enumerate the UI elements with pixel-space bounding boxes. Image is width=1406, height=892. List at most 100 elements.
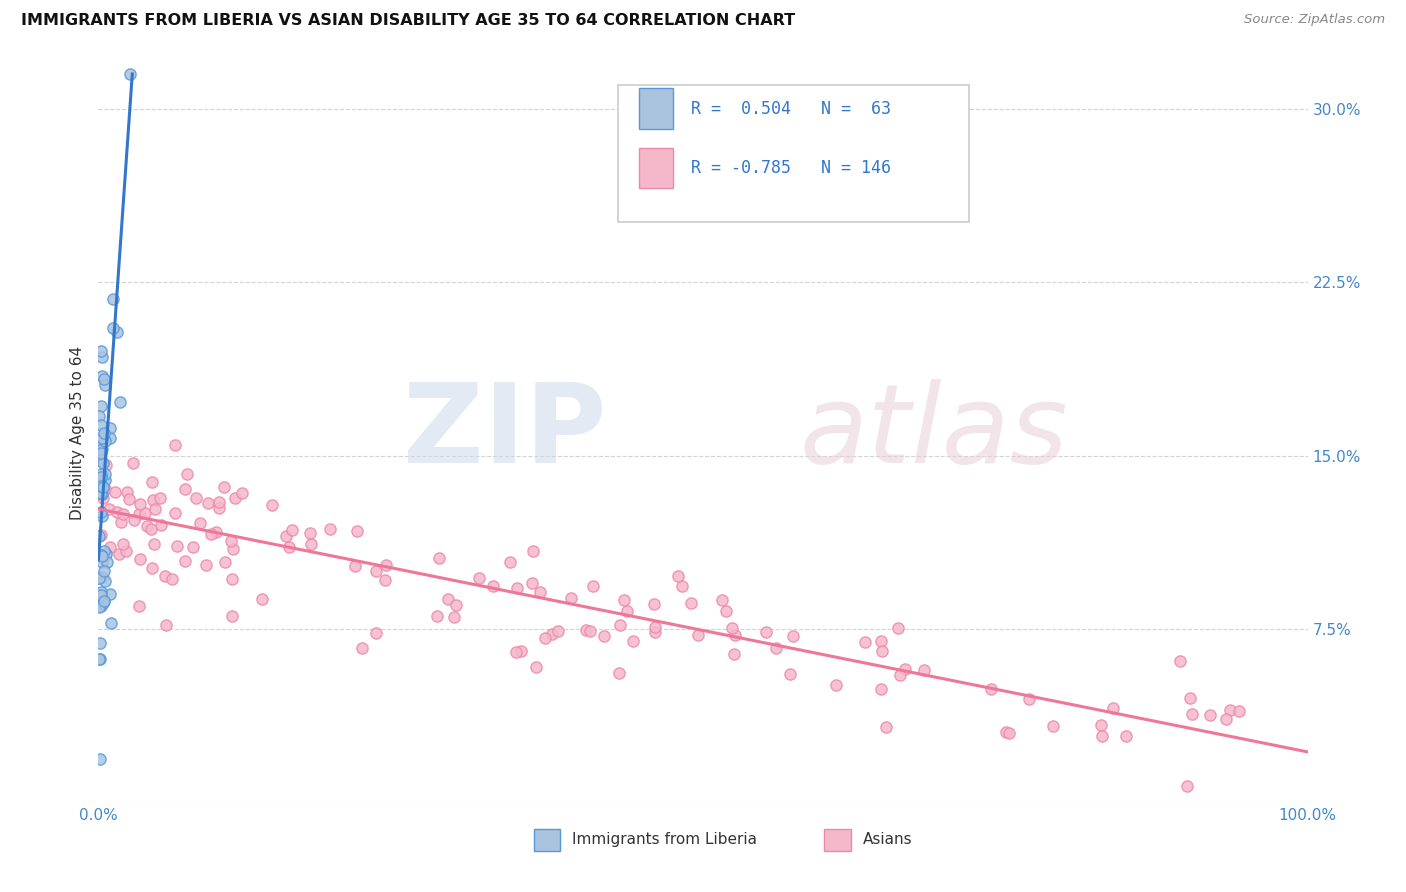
Point xyxy=(534,631,557,645)
Point xyxy=(444,599,467,613)
Y-axis label: Disability Age 35 to 64: Disability Age 35 to 64 xyxy=(70,345,86,520)
Point xyxy=(221,608,243,623)
Point xyxy=(468,571,491,585)
Point xyxy=(711,593,734,607)
Point xyxy=(200,527,222,541)
Point xyxy=(889,667,911,681)
Point xyxy=(87,484,110,499)
Point xyxy=(1227,704,1250,718)
Point xyxy=(91,368,114,383)
Point xyxy=(1168,654,1191,668)
Point xyxy=(186,491,208,505)
Point xyxy=(90,467,112,481)
Point xyxy=(724,628,747,642)
Point xyxy=(105,325,128,339)
Text: ZIP: ZIP xyxy=(404,379,606,486)
Point xyxy=(90,599,112,613)
Point xyxy=(529,585,551,599)
Point xyxy=(666,568,689,582)
Point xyxy=(89,438,111,452)
Point xyxy=(221,573,243,587)
Point xyxy=(560,591,582,606)
Point xyxy=(97,501,120,516)
Point xyxy=(224,491,246,505)
Point xyxy=(134,506,156,520)
Point xyxy=(779,667,801,681)
Point xyxy=(1215,712,1237,726)
Point xyxy=(522,544,544,558)
Point xyxy=(870,644,893,658)
Point xyxy=(90,417,112,432)
Point xyxy=(110,516,132,530)
Point xyxy=(141,561,163,575)
Point xyxy=(166,539,188,553)
FancyBboxPatch shape xyxy=(619,85,969,221)
Point xyxy=(98,432,121,446)
Point xyxy=(98,587,121,601)
Point xyxy=(506,582,529,596)
Text: Immigrants from Liberia: Immigrants from Liberia xyxy=(572,832,758,847)
Point xyxy=(547,624,569,639)
Bar xyxy=(824,829,851,851)
Point xyxy=(853,635,876,649)
Point xyxy=(280,524,302,538)
Point xyxy=(91,596,114,610)
Point xyxy=(91,480,114,494)
Point xyxy=(94,458,117,472)
Point xyxy=(155,617,177,632)
Point xyxy=(214,480,236,494)
Point xyxy=(89,651,111,665)
Point xyxy=(443,609,465,624)
Point xyxy=(870,682,893,697)
Point xyxy=(90,470,112,484)
Point xyxy=(89,752,111,766)
Point xyxy=(437,591,460,606)
Point xyxy=(995,725,1018,739)
Point xyxy=(894,663,917,677)
Point xyxy=(93,482,115,496)
Point xyxy=(1178,690,1201,705)
Point xyxy=(176,467,198,481)
Point xyxy=(980,681,1002,696)
Point xyxy=(89,474,111,488)
Point xyxy=(1042,719,1064,733)
Point xyxy=(143,502,166,516)
Point xyxy=(1090,717,1112,731)
Point xyxy=(765,641,787,656)
Point xyxy=(93,473,115,487)
Point xyxy=(91,457,114,471)
Point xyxy=(644,620,666,634)
Point xyxy=(90,343,112,358)
Point xyxy=(104,485,127,500)
Point xyxy=(250,591,273,606)
Point xyxy=(482,579,505,593)
Point xyxy=(222,541,245,556)
Point xyxy=(124,513,146,527)
Point xyxy=(149,491,172,505)
Point xyxy=(90,350,112,364)
Point xyxy=(111,537,134,551)
Point xyxy=(105,505,128,519)
Bar xyxy=(534,829,561,851)
Point xyxy=(122,456,145,470)
Point xyxy=(299,526,322,541)
Bar xyxy=(638,147,673,188)
Point xyxy=(582,579,605,593)
Point xyxy=(716,604,738,618)
Point xyxy=(90,442,112,457)
Point xyxy=(90,588,112,602)
Point xyxy=(96,555,118,569)
Point xyxy=(616,604,638,618)
Point xyxy=(160,572,183,586)
Point xyxy=(90,453,112,467)
Point xyxy=(153,568,176,582)
Point xyxy=(782,629,804,643)
Point xyxy=(522,576,544,591)
Point xyxy=(364,625,387,640)
Point xyxy=(194,558,217,573)
Bar xyxy=(638,88,673,129)
Point xyxy=(98,541,121,555)
Point xyxy=(136,519,159,533)
Point xyxy=(117,485,139,500)
Point xyxy=(870,634,893,648)
